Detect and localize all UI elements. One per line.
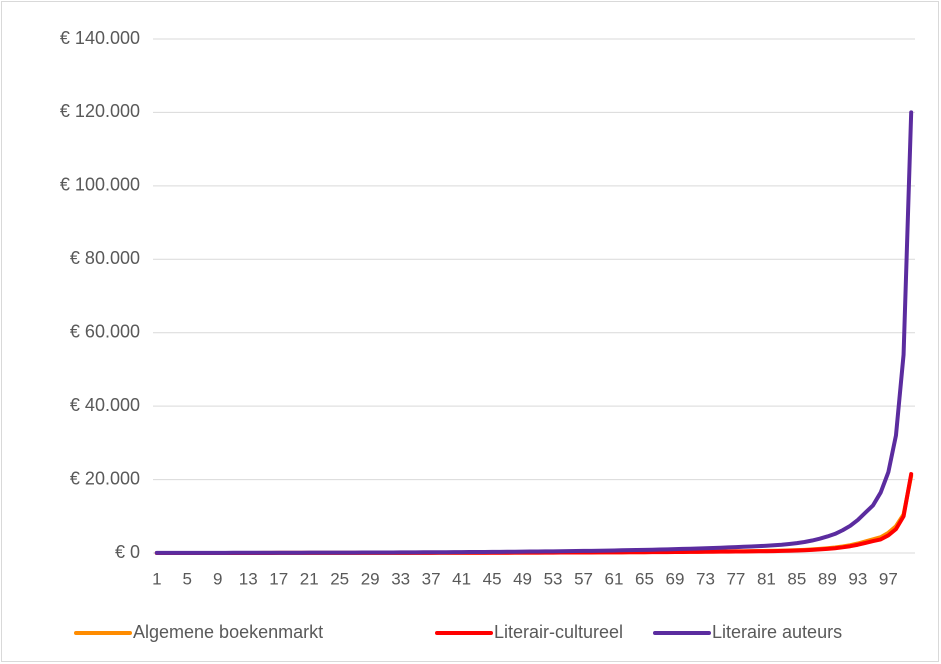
x-tick-label: 33 <box>391 569 410 588</box>
x-tick-label: 1 <box>152 569 161 588</box>
x-tick-label: 25 <box>330 569 349 588</box>
y-tick-label: € 140.000 <box>60 28 140 48</box>
x-tick-label: 57 <box>574 569 593 588</box>
x-tick-label: 65 <box>635 569 654 588</box>
x-tick-label: 21 <box>300 569 319 588</box>
x-tick-label: 29 <box>361 569 380 588</box>
x-tick-label: 5 <box>183 569 192 588</box>
x-tick-label: 37 <box>422 569 441 588</box>
y-tick-label: € 60.000 <box>70 321 140 341</box>
x-tick-label: 53 <box>544 569 563 588</box>
x-tick-label: 13 <box>239 569 258 588</box>
y-tick-label: € 40.000 <box>70 395 140 415</box>
x-tick-label: 41 <box>452 569 471 588</box>
x-tick-label: 61 <box>605 569 624 588</box>
legend-label: Literaire auteurs <box>712 622 842 642</box>
x-tick-label: 97 <box>879 569 898 588</box>
x-tick-label: 45 <box>483 569 502 588</box>
y-tick-label: € 120.000 <box>60 101 140 121</box>
x-tick-label: 89 <box>818 569 837 588</box>
x-tick-label: 77 <box>726 569 745 588</box>
x-tick-label: 93 <box>848 569 867 588</box>
y-tick-label: € 100.000 <box>60 175 140 195</box>
x-tick-label: 81 <box>757 569 776 588</box>
legend-label: Literair-cultureel <box>494 622 623 642</box>
legend-label: Algemene boekenmarkt <box>133 622 323 642</box>
y-tick-label: € 0 <box>115 542 140 562</box>
x-tick-label: 17 <box>269 569 288 588</box>
x-tick-label: 69 <box>666 569 685 588</box>
x-tick-label: 73 <box>696 569 715 588</box>
series-line <box>154 110 914 555</box>
x-tick-label: 49 <box>513 569 532 588</box>
y-tick-label: € 20.000 <box>70 468 140 488</box>
y-tick-label: € 80.000 <box>70 248 140 268</box>
x-tick-label: 85 <box>787 569 806 588</box>
x-tick-label: 9 <box>213 569 222 588</box>
